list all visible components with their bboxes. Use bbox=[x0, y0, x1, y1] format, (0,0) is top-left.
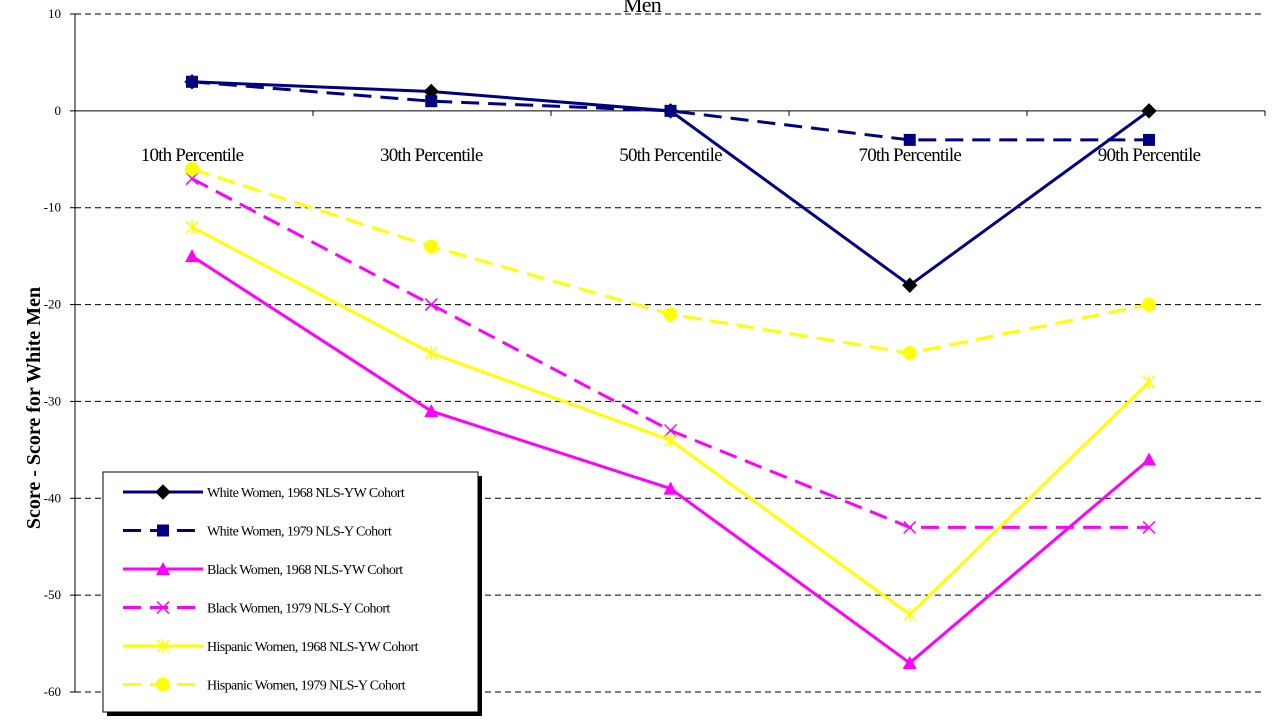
y-tick-label: 10 bbox=[48, 6, 61, 21]
series-2-point bbox=[1143, 133, 1155, 146]
series-6-point bbox=[902, 346, 917, 360]
legend-label: White Women, 1968 NLS-YW Cohort bbox=[207, 486, 405, 501]
y-tick-label: -30 bbox=[44, 393, 61, 408]
y-tick-label: -50 bbox=[44, 587, 61, 602]
series-6-point bbox=[1142, 297, 1156, 312]
legend-label: Hispanic Women, 1968 NLS-YW Cohort bbox=[207, 640, 419, 655]
series-2 bbox=[186, 75, 1155, 146]
series-6-point bbox=[185, 161, 199, 176]
series-4-point bbox=[1142, 520, 1156, 534]
series-1-point bbox=[902, 277, 918, 293]
series-5-point bbox=[663, 433, 678, 448]
series-3-point bbox=[185, 249, 199, 263]
y-tick-label: -40 bbox=[44, 490, 61, 505]
series-2-point bbox=[425, 95, 438, 108]
legend-box bbox=[102, 471, 479, 713]
y-tick-label: -60 bbox=[44, 684, 61, 699]
legend-label: Black Women, 1968 NLS-YW Cohort bbox=[207, 563, 403, 578]
series-4-point bbox=[903, 520, 917, 534]
y-tick-label: -10 bbox=[44, 200, 61, 215]
series-6-line bbox=[191, 167, 1150, 355]
series-6-point bbox=[663, 307, 678, 322]
legend: White Women, 1968 NLS-YW Cohort White Wom… bbox=[102, 471, 482, 716]
legend-swatch-marker bbox=[156, 677, 170, 692]
legend-entry: Black Women, 1979 NLS-Y Cohort bbox=[123, 600, 391, 617]
gridlines bbox=[75, 13, 1265, 693]
y-tick-label: -20 bbox=[44, 297, 61, 312]
legend-swatch-marker bbox=[156, 600, 170, 615]
x-tick-label: 50th Percentile bbox=[619, 145, 722, 166]
legend-label: White Women, 1979 NLS-Y Cohort bbox=[207, 525, 392, 540]
series-3-point bbox=[663, 481, 678, 495]
series-5-point bbox=[903, 607, 917, 622]
y-tick-label: 0 bbox=[55, 103, 62, 118]
legend-entry: Hispanic Women, 1968 NLS-YW Cohort bbox=[123, 639, 419, 655]
series-3-point bbox=[1142, 452, 1156, 466]
x-tick-label: 30th Percentile bbox=[380, 145, 483, 166]
series-6-point bbox=[424, 239, 439, 254]
legend-entry: White Women, 1979 NLS-Y Cohort bbox=[123, 524, 393, 540]
series-3-point bbox=[424, 404, 439, 418]
series-3 bbox=[185, 249, 1156, 669]
y-axis-label: Score - Score for White Men bbox=[23, 287, 45, 529]
x-tick-label: 70th Percentile bbox=[859, 145, 962, 166]
series-2-point bbox=[903, 133, 916, 146]
legend-entry: Hispanic Women, 1979 NLS-Y Cohort bbox=[123, 677, 406, 694]
x-tick-label: 10th Percentile bbox=[141, 145, 244, 166]
series-5 bbox=[185, 220, 1156, 622]
legend-entry: Black Women, 1968 NLS-YW Cohort bbox=[123, 562, 404, 578]
legend-entry: White Women, 1968 NLS-YW Cohort bbox=[123, 484, 405, 501]
series-5-point bbox=[424, 346, 438, 360]
chart-title: Men bbox=[623, 0, 662, 17]
series-2-line bbox=[191, 80, 1149, 142]
axes: 10 0 -10 -20 -30 -40 -50 -60 10th Percentile 30th… bbox=[44, 6, 1266, 699]
legend-swatch-marker bbox=[155, 484, 171, 500]
series-5-point bbox=[1142, 375, 1156, 390]
x-tick-label: 90th Percentile bbox=[1098, 145, 1201, 166]
series-5-point bbox=[185, 220, 199, 235]
series-6 bbox=[185, 161, 1156, 360]
legend-swatch-marker bbox=[156, 639, 170, 653]
series-layer bbox=[184, 74, 1157, 669]
legend-swatch-marker bbox=[156, 562, 170, 575]
legend-label: Hispanic Women, 1979 NLS-Y Cohort bbox=[207, 679, 406, 694]
legend-swatch-marker bbox=[157, 524, 169, 537]
series-2-point bbox=[186, 75, 198, 88]
series-3-point bbox=[902, 655, 917, 669]
series-4-point bbox=[424, 298, 438, 312]
series-4-point bbox=[663, 423, 678, 438]
series-2-point bbox=[664, 104, 677, 117]
legend-label: Black Women, 1979 NLS-Y Cohort bbox=[207, 602, 390, 617]
series-1-point bbox=[1141, 103, 1157, 119]
